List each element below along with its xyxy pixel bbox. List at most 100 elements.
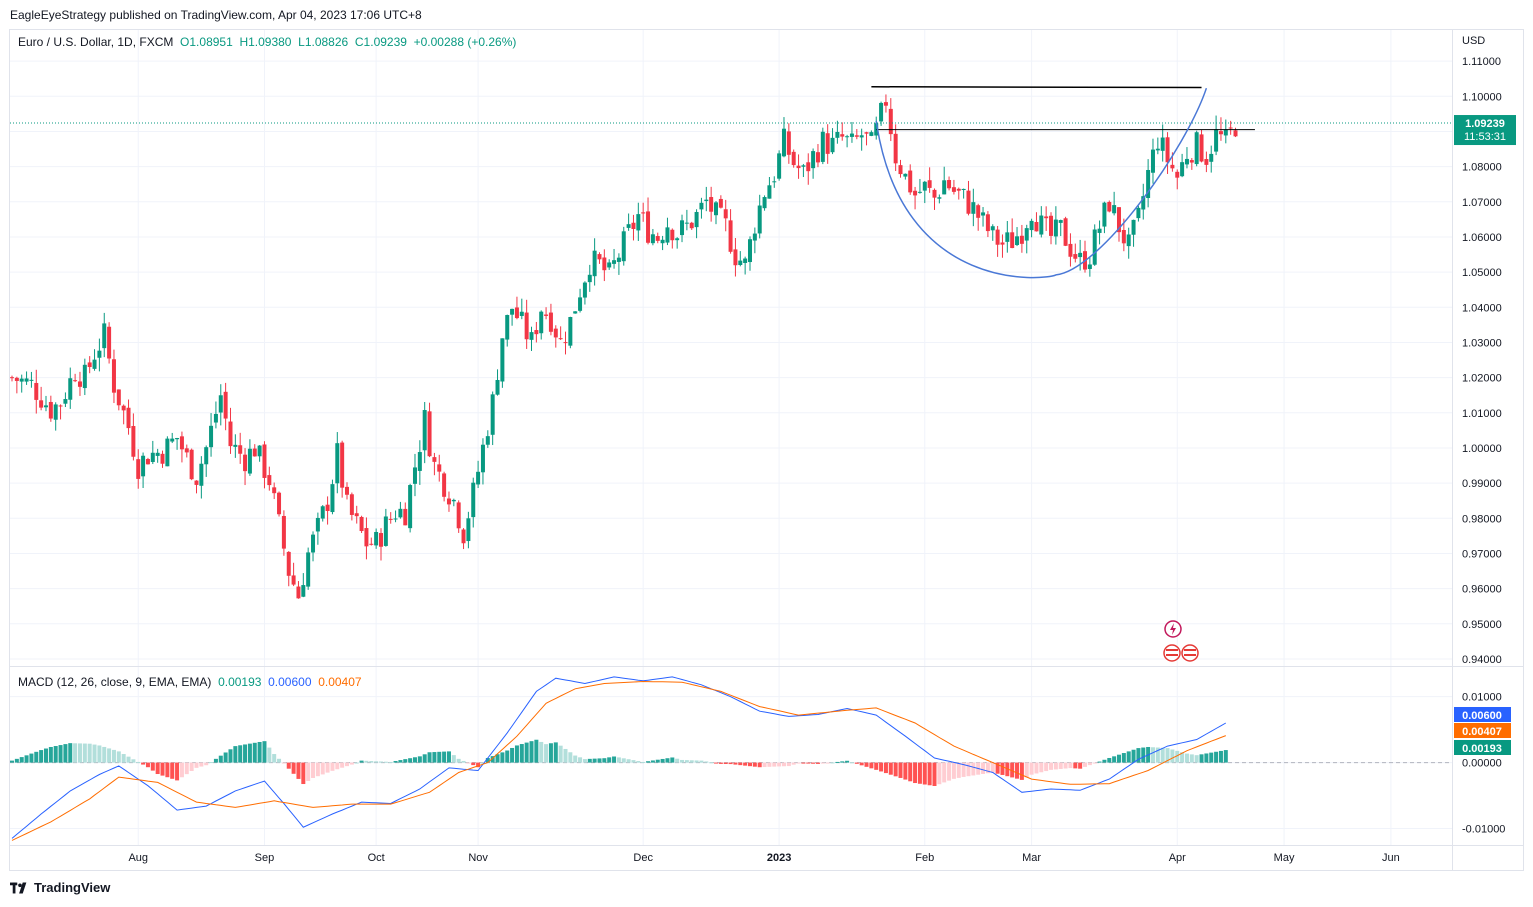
macd-histogram-bar <box>1199 754 1204 763</box>
macd-histogram-bar <box>218 755 223 763</box>
macd-histogram-bar <box>1049 762 1054 770</box>
candle-body <box>772 181 777 183</box>
price-tick-label: 0.99000 <box>1462 478 1502 490</box>
candle-body <box>179 436 184 450</box>
price-legend: Euro / U.S. Dollar, 1D, FXCM O1.08951 H1… <box>18 35 516 49</box>
macd-histogram-bar <box>451 755 456 763</box>
macd-histogram-bar <box>714 762 719 764</box>
candle-body <box>43 405 48 408</box>
macd-histogram-bar <box>767 762 772 767</box>
macd-histogram-bar <box>150 762 155 771</box>
macd-histogram-bar <box>24 755 29 763</box>
macd-histogram-bar <box>500 752 505 763</box>
candle-body <box>859 135 864 138</box>
candle-body <box>247 448 252 474</box>
macd-histogram-bar <box>82 743 87 763</box>
macd-histogram-bar <box>825 762 830 764</box>
macd-histogram-bar <box>582 759 587 763</box>
event-icons[interactable] <box>1163 620 1199 662</box>
candle-body <box>218 395 223 413</box>
candle-body <box>738 260 743 265</box>
macd-histogram-bar <box>849 762 854 764</box>
macd-histogram-bar <box>58 745 63 763</box>
macd-histogram-bar <box>194 762 199 768</box>
macd-histogram-bar <box>747 762 752 767</box>
macd-histogram-bar <box>757 762 762 768</box>
candle-body <box>150 452 155 462</box>
macd-histogram-bar <box>612 756 617 763</box>
macd-badge-bg <box>1454 707 1511 722</box>
macd-badge-bg <box>1454 723 1511 738</box>
macd-histogram-bar <box>63 744 68 763</box>
candle-body <box>680 220 685 236</box>
candle-body <box>689 222 694 229</box>
macd-histogram-bar <box>311 762 316 778</box>
candle-body <box>1073 254 1078 259</box>
macd-histogram-bar <box>1078 762 1083 769</box>
candle-body <box>976 205 981 218</box>
macd-histogram-bar <box>199 762 204 767</box>
macd-histogram-bar <box>136 761 141 763</box>
candle-body <box>1039 215 1044 235</box>
candle-body <box>971 202 976 214</box>
macd-histogram-bar <box>345 762 350 767</box>
candle-body <box>136 459 141 479</box>
candle-body <box>908 170 913 193</box>
candle-body <box>646 211 651 243</box>
candle-body <box>378 533 383 547</box>
candle-body <box>39 400 44 408</box>
macd-histogram-bar <box>257 741 262 763</box>
candle-body <box>1175 171 1180 178</box>
candle-body <box>311 534 316 553</box>
footer-brand[interactable]: TradingView <box>10 880 110 895</box>
candle-body <box>126 407 131 429</box>
macd-histogram-bar <box>1092 762 1097 764</box>
macd-histogram-bar <box>524 742 529 763</box>
macd-histogram-bar <box>893 762 898 777</box>
candle-body <box>995 229 1000 245</box>
macd-histogram-bar <box>92 744 97 763</box>
macd-histogram-bar <box>723 762 728 764</box>
candle-body <box>1087 264 1092 269</box>
candle-body <box>451 499 456 502</box>
macd-histogram-bar <box>709 762 714 764</box>
candle-body <box>165 438 170 467</box>
macd-histogram-bar <box>811 762 816 764</box>
time-tick-label: Dec <box>633 852 653 864</box>
macd-histogram-bar <box>14 758 19 763</box>
candle-body <box>747 239 752 263</box>
candle-body <box>1024 228 1029 241</box>
candle-body <box>796 165 801 169</box>
candle-body <box>345 486 350 495</box>
candle-body <box>446 498 451 505</box>
price-tick-label: 1.02000 <box>1462 373 1502 385</box>
macd-histogram-bar <box>835 761 840 763</box>
macd-histogram-bar <box>1170 749 1175 763</box>
macd-histogram-bar <box>510 747 515 763</box>
candle-body <box>1146 169 1151 199</box>
macd-histogram-bar <box>277 758 282 763</box>
candle-body <box>684 222 689 224</box>
macd-histogram-bar <box>378 761 383 763</box>
candle-body <box>728 220 733 252</box>
candle-body <box>636 214 641 231</box>
macd-histogram-bar <box>209 762 214 764</box>
macd-histogram-bar <box>650 760 655 763</box>
candle-body <box>1092 229 1097 265</box>
macd-histogram-bar <box>791 762 796 765</box>
macd-histogram-bar <box>461 760 466 763</box>
candle-body <box>1049 215 1054 236</box>
candle-body <box>335 443 340 484</box>
candle-body <box>888 108 893 135</box>
macd-histogram-bar <box>529 741 534 763</box>
macd-histogram-bar <box>267 747 272 763</box>
macd-histogram-bar <box>238 745 243 763</box>
candle-body <box>495 379 500 395</box>
candle-body <box>1131 219 1136 235</box>
price-tick-label: 1.08000 <box>1462 162 1502 174</box>
macd-histogram-bar <box>820 762 825 764</box>
macd-histogram-bar <box>354 762 359 764</box>
macd-histogram-bar <box>655 759 660 763</box>
candle-body <box>883 102 888 106</box>
